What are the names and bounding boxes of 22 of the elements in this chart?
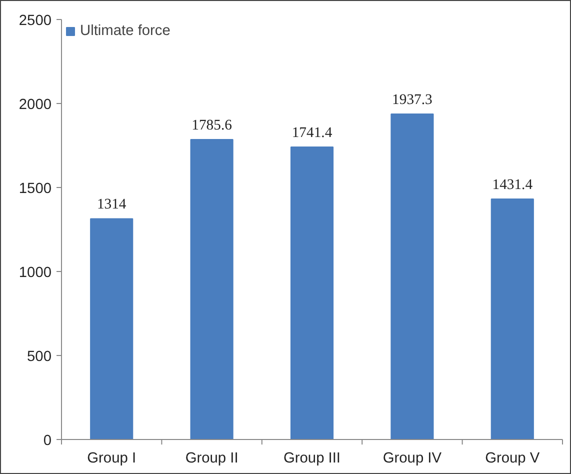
- bar: [390, 114, 434, 440]
- data-label: 1314: [96, 196, 127, 213]
- x-tick-label: Group III: [283, 450, 341, 466]
- x-tick-label: Group IV: [382, 450, 442, 466]
- bar: [290, 146, 334, 440]
- data-label: 1785.6: [192, 118, 232, 134]
- y-tick-label: 0: [43, 433, 52, 449]
- data-label: 1937.3: [392, 92, 432, 108]
- x-tick-label: Group II: [185, 450, 238, 466]
- x-tick-label: Group V: [485, 450, 540, 466]
- data-label: 1741.4: [292, 124, 333, 141]
- y-tick-label: 1500: [18, 181, 52, 197]
- y-tick-label: 2000: [18, 97, 52, 113]
- legend-label: Ultimate force: [80, 23, 170, 39]
- bar: [90, 218, 134, 440]
- data-label: 1431.4: [492, 177, 534, 194]
- y-tick-label: 1000: [18, 265, 52, 281]
- x-tick-label: Group I: [87, 450, 136, 466]
- bar: [490, 198, 534, 440]
- y-tick-label: 2500: [18, 13, 52, 29]
- y-tick-label: 500: [27, 349, 52, 365]
- bar: [190, 139, 234, 440]
